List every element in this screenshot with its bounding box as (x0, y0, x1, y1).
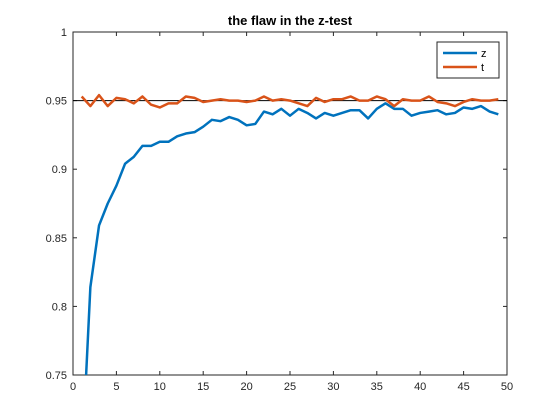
legend-label-t: t (481, 62, 484, 74)
plot-frame (72, 31, 508, 376)
y-tick-label: 1 (61, 27, 67, 39)
y-tick-label: 0.9 (52, 164, 67, 176)
series-layer (73, 93, 507, 375)
legend: zt (436, 41, 500, 79)
x-tick-label: 10 (154, 381, 166, 393)
legend-label-z: z (481, 48, 487, 60)
x-tick-label: 20 (240, 381, 252, 393)
chart-title: the flaw in the z-test (228, 13, 353, 28)
x-tick-label: 45 (457, 381, 469, 393)
axes: 0 5 10 15 20 25 30 35 40 45 50 0.75 0.8 0.85 0.9 0.95 1 (46, 27, 514, 393)
legend-box (436, 41, 500, 79)
x-tick-label: 40 (414, 381, 426, 393)
series-line-z (84, 102, 499, 375)
x-tick-label: 15 (197, 381, 209, 393)
x-tick-label: 25 (284, 381, 296, 393)
y-tick-label: 0.95 (46, 96, 67, 108)
x-tick-label: 0 (70, 381, 76, 393)
series-line-t (80, 93, 499, 109)
y-tick-label: 0.85 (46, 233, 67, 245)
x-tick-label: 35 (371, 381, 383, 393)
x-tick-label: 30 (327, 381, 339, 393)
y-tick-label: 0.8 (52, 301, 67, 313)
x-tick-label: 5 (113, 381, 119, 393)
x-tick-label: 50 (501, 381, 513, 393)
y-tick-label: 0.75 (46, 370, 67, 382)
